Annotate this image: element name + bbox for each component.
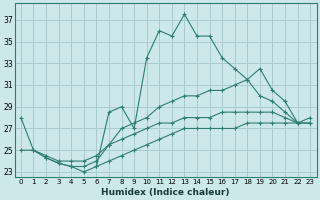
X-axis label: Humidex (Indice chaleur): Humidex (Indice chaleur) [101, 188, 230, 197]
